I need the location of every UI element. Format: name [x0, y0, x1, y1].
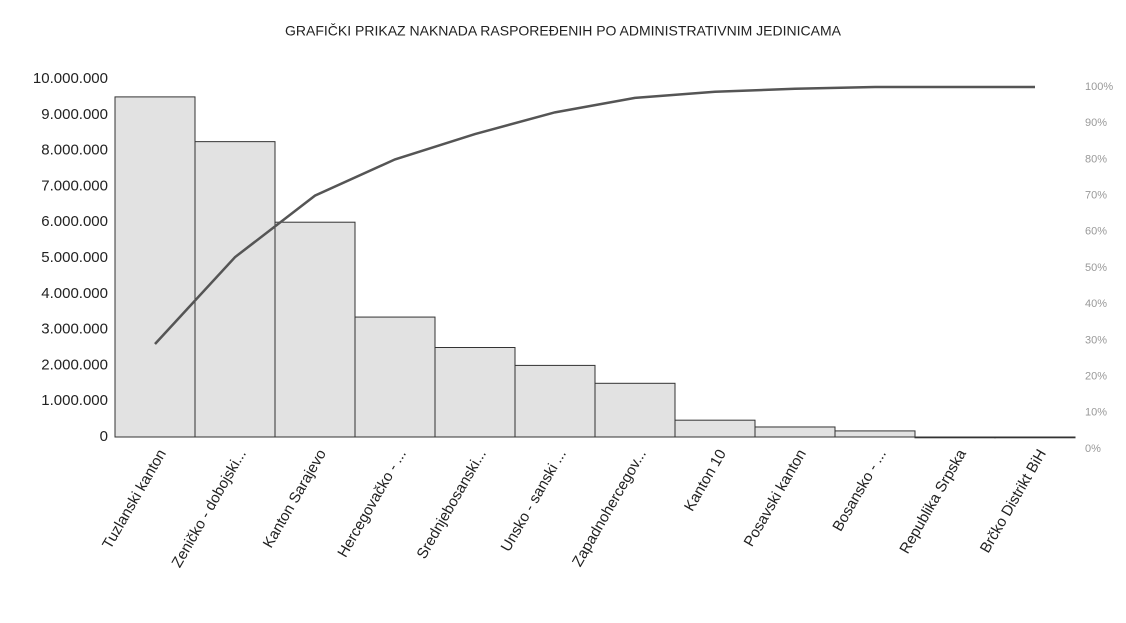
- y-tick-label: 2.000.000: [41, 356, 108, 373]
- y2-tick-label: 80%: [1085, 153, 1107, 165]
- y-tick-label: 3.000.000: [41, 321, 108, 338]
- bar: [594, 382, 676, 438]
- x-tick-label: Srednjebosanski...: [413, 446, 489, 561]
- bar: [354, 316, 436, 438]
- x-tick-label: Bosansko - ...: [829, 446, 890, 534]
- bar: [434, 347, 516, 438]
- bar: [914, 436, 996, 439]
- bar: [994, 436, 1076, 439]
- y2-tick-label: 30%: [1085, 334, 1107, 346]
- y2-tick-label: 60%: [1085, 226, 1107, 238]
- y-tick-label: 9.000.000: [41, 106, 108, 123]
- cumulative-line: [154, 85, 1035, 345]
- y-tick-label: 6.000.000: [41, 213, 108, 230]
- y2-tick-label: 0%: [1085, 443, 1101, 455]
- y-tick-label: 1.000.000: [41, 392, 108, 409]
- y2-tick-label: 70%: [1085, 190, 1107, 202]
- y-tick-label: 7.000.000: [41, 177, 108, 194]
- bar: [514, 364, 596, 438]
- y2-tick-label: 40%: [1085, 298, 1107, 310]
- x-tick-label: Kanton Sarajevo: [260, 446, 330, 551]
- x-tick-label: Tuzlanski kanton: [99, 446, 170, 552]
- bar: [274, 221, 356, 438]
- x-tick-label: Brčko Distrikt BiH: [977, 446, 1050, 556]
- y-tick-label: 0: [100, 428, 108, 445]
- x-tick-label: Republika Srpska: [896, 446, 970, 557]
- y2-tick-label: 20%: [1085, 371, 1107, 383]
- y-tick-label: 5.000.000: [41, 249, 108, 266]
- x-tick-label: Zapadnohercegov...: [569, 446, 650, 569]
- chart-title: GRAFIČKI PRIKAZ NAKNADA RASPOREĐENIH PO …: [285, 23, 842, 39]
- y2-tick-label: 90%: [1085, 117, 1107, 129]
- bar: [834, 430, 916, 438]
- x-tick-label: Posavski kanton: [741, 446, 810, 549]
- y-tick-label: 4.000.000: [41, 285, 108, 302]
- y-tick-label: 10.000.000: [33, 70, 108, 87]
- bar: [674, 419, 756, 438]
- x-tick-label: Unsko - sanski ...: [498, 446, 570, 554]
- x-tick-label: Kanton 10: [681, 446, 730, 514]
- y-tick-label: 8.000.000: [41, 142, 108, 159]
- bar: [194, 141, 276, 438]
- x-tick-label: Hercegovačko - ...: [334, 446, 410, 560]
- y2-tick-label: 10%: [1085, 407, 1107, 419]
- bar: [754, 426, 836, 438]
- bar: [114, 96, 196, 438]
- y2-tick-label: 100%: [1085, 81, 1113, 93]
- y2-tick-label: 50%: [1085, 262, 1107, 274]
- x-tick-label: Zeničko - dobojski...: [168, 446, 249, 570]
